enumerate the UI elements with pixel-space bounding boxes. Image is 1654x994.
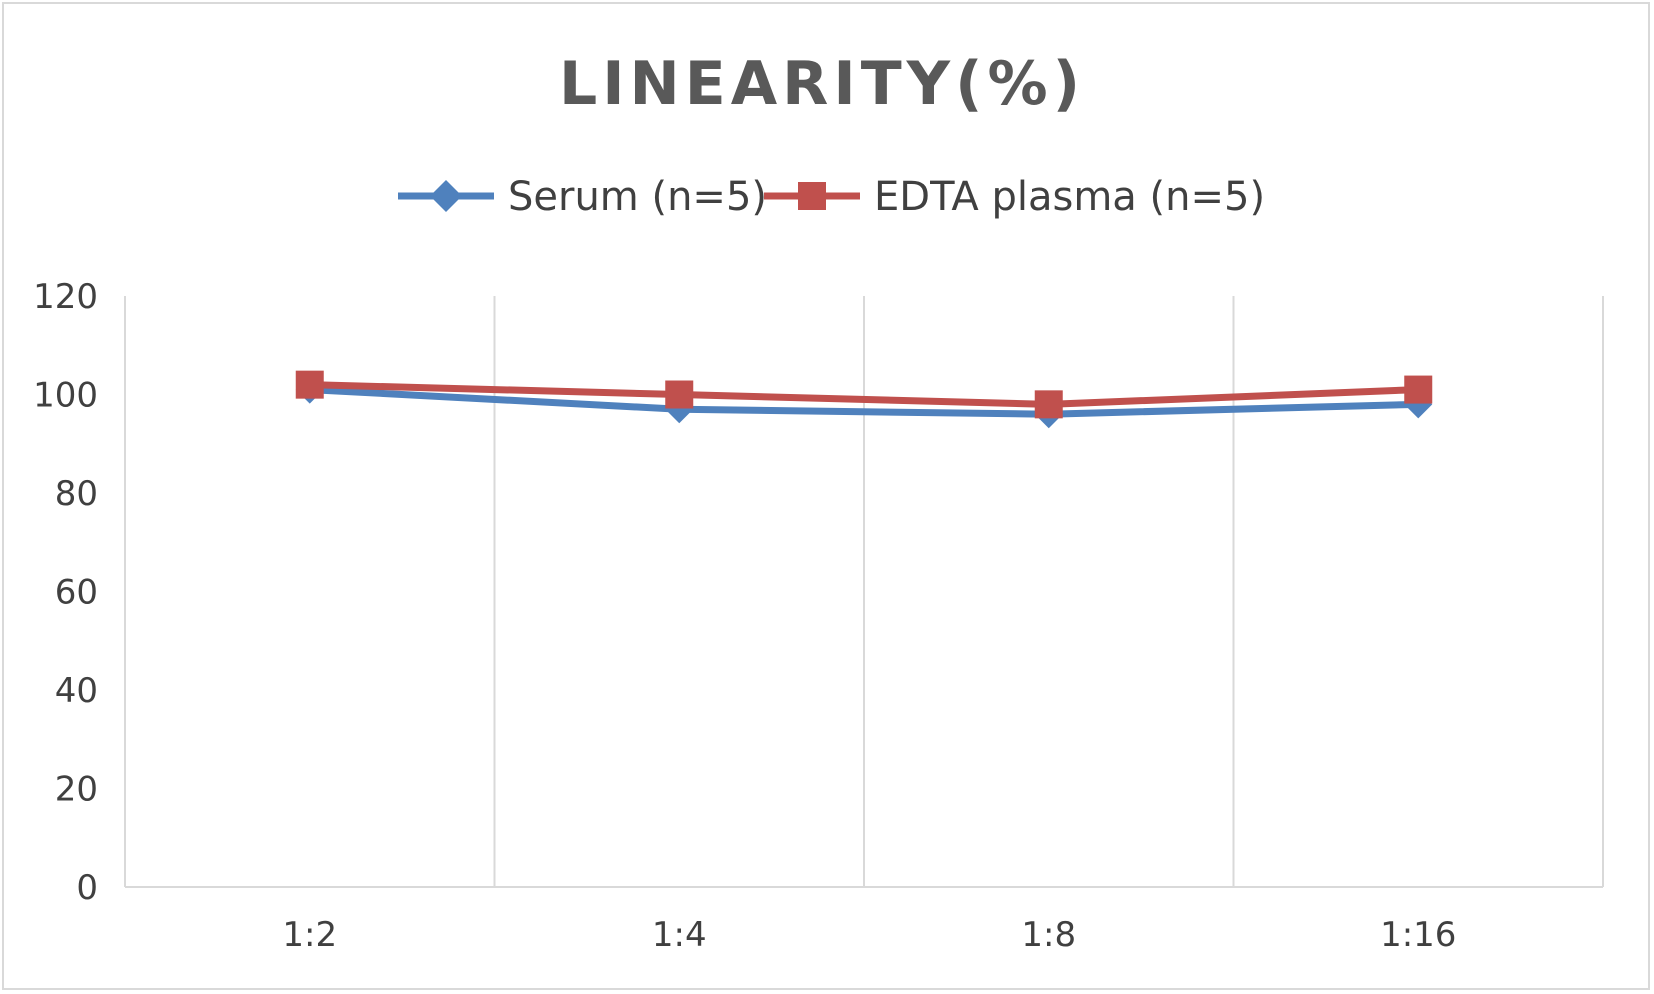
- data-point-square: [665, 380, 694, 409]
- y-tick-label: 0: [76, 868, 98, 908]
- data-point-square: [295, 370, 324, 399]
- data-point-square: [1034, 390, 1063, 419]
- y-tick-label: 40: [55, 671, 98, 711]
- y-tick-label: 80: [55, 474, 98, 514]
- y-axis: 0 20 40 60 80 100 120: [33, 277, 98, 908]
- chart-title: LINEARITY(%): [559, 49, 1085, 119]
- series-line: [309, 386, 1419, 418]
- y-tick-label: 100: [33, 376, 98, 416]
- y-tick-label: 20: [55, 770, 98, 810]
- series-layer: [295, 370, 1433, 429]
- legend-edta-square-marker: [798, 182, 826, 210]
- y-tick-label: 60: [55, 573, 98, 613]
- x-axis: 1:2 1:4 1:8 1:16: [282, 915, 1456, 955]
- series-line: [309, 381, 1419, 408]
- data-point-square: [1404, 375, 1433, 404]
- legend-item-serum: Serum (n=5): [398, 174, 767, 220]
- legend-serum-label: Serum (n=5): [508, 174, 767, 220]
- legend-item-edta-plasma: EDTA plasma (n=5): [764, 174, 1265, 220]
- x-tick-label: 1:2: [282, 915, 337, 955]
- series-edta-plasma: [295, 370, 1433, 419]
- x-tick-label: 1:8: [1021, 915, 1076, 955]
- legend-edta-label: EDTA plasma (n=5): [874, 174, 1265, 220]
- y-tick-label: 120: [33, 277, 98, 317]
- x-tick-label: 1:4: [652, 915, 707, 955]
- legend-serum-diamond-marker: [430, 180, 462, 212]
- grid: [124, 296, 1604, 888]
- x-tick-label: 1:16: [1380, 915, 1456, 955]
- legend: Serum (n=5) EDTA plasma (n=5): [398, 174, 1265, 220]
